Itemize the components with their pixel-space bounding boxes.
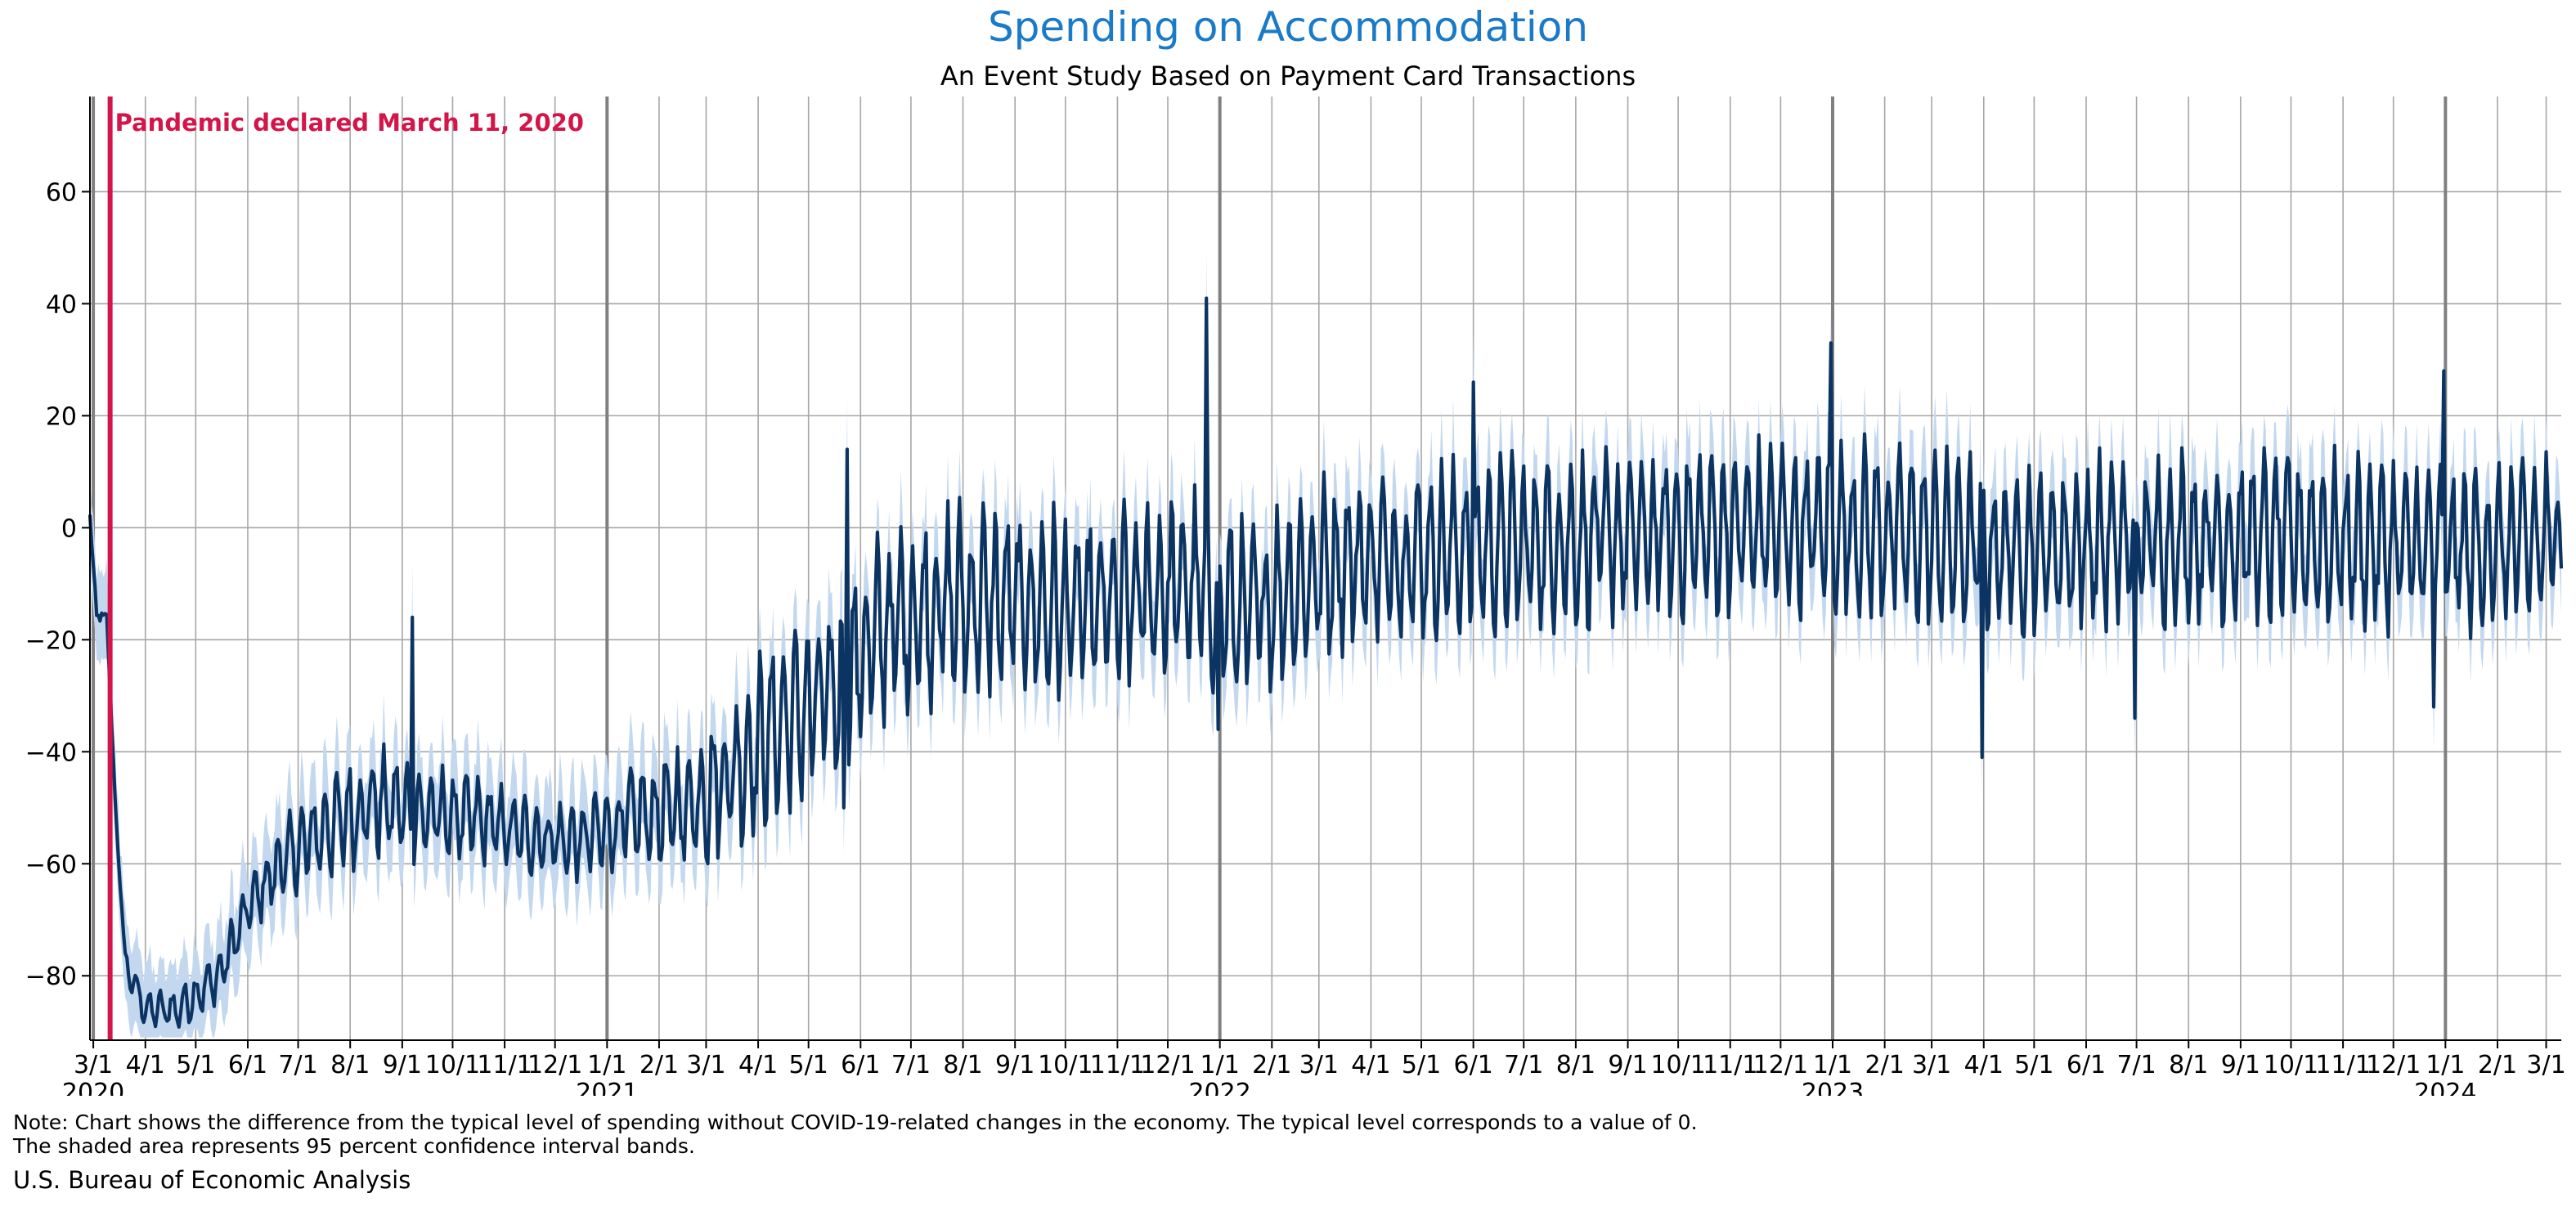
x-tick-label: 2/1 [2478, 1051, 2517, 1079]
x-tick-label: 1/1 [587, 1051, 626, 1079]
x-tick-label: 4/1 [738, 1051, 778, 1079]
y-tick-label: 0 [61, 514, 77, 543]
x-tick-label: 3/1 [1912, 1051, 1951, 1079]
x-tick-label: 1/1 [1200, 1051, 1240, 1079]
x-tick-label: 4/1 [1351, 1051, 1390, 1079]
series-line-group [88, 296, 2564, 1029]
x-tick-label: 10/1 [425, 1051, 480, 1079]
event-marker: Pandemic declared March 11, 2020 [107, 96, 584, 1040]
x-tick-label: 11/1 [477, 1051, 532, 1079]
x-tick-label: 9/1 [1608, 1051, 1647, 1079]
x-tick-label: 4/1 [126, 1051, 165, 1079]
x-tick-label: 4/1 [1964, 1051, 2004, 1079]
series-line [88, 296, 2564, 1029]
x-year-label: 2023 [1802, 1079, 1864, 1096]
y-tick-label: −60 [25, 850, 77, 879]
x-year-label: 2022 [1188, 1079, 1250, 1096]
y-tick-label: −40 [25, 738, 77, 767]
x-tick-label: 8/1 [330, 1051, 370, 1079]
x-year-label: 2021 [576, 1079, 638, 1096]
x-tick-label: 2/1 [640, 1051, 679, 1079]
x-tick-label: 11/1 [1090, 1051, 1145, 1079]
x-tick-label: 10/1 [2264, 1051, 2318, 1079]
x-tick-label: 3/1 [74, 1051, 113, 1079]
y-tick-label: 60 [46, 178, 77, 207]
x-tick-label: 3/1 [1299, 1051, 1339, 1079]
x-tick-label: 10/1 [1038, 1051, 1093, 1079]
x-tick-label: 7/1 [278, 1051, 317, 1079]
x-tick-label: 8/1 [2169, 1051, 2208, 1079]
x-tick-label: 6/1 [2067, 1051, 2106, 1079]
x-year-label: 2024 [2414, 1079, 2476, 1096]
y-tick-label: −80 [25, 962, 77, 991]
chart-subtitle: An Event Study Based on Payment Card Tra… [940, 61, 1636, 92]
x-tick-label: 2/1 [1252, 1051, 1291, 1079]
x-tick-label: 11/1 [1703, 1051, 1757, 1079]
x-year-label: 2020 [62, 1079, 124, 1096]
x-tick-label: 12/1 [527, 1051, 582, 1079]
confidence-band-group [90, 251, 2561, 1038]
x-tick-label: 5/1 [789, 1051, 828, 1079]
x-tick-label: 9/1 [995, 1051, 1034, 1079]
chart-note-line-2: The shaded area represents 95 percent co… [13, 1134, 695, 1158]
x-tick-label: 12/1 [2366, 1051, 2421, 1079]
chart-plot: Pandemic declared March 11, 2020 −80−60−… [25, 96, 2566, 1096]
x-tick-label: 2/1 [1865, 1051, 1905, 1079]
x-tick-label: 12/1 [1140, 1051, 1195, 1079]
axes [89, 96, 2561, 1041]
y-tick-label: 20 [46, 402, 77, 431]
x-tick-label: 11/1 [2315, 1051, 2370, 1079]
source-credit: U.S. Bureau of Economic Analysis [13, 1166, 411, 1194]
x-tick-label: 9/1 [383, 1051, 422, 1079]
x-tick-label: 5/1 [1402, 1051, 1441, 1079]
x-tick-label: 3/1 [686, 1051, 725, 1079]
x-tick-label: 6/1 [1454, 1051, 1493, 1079]
event-label: Pandemic declared March 11, 2020 [115, 109, 584, 137]
y-tick-labels: −80 −60 −40 −20 0 20 40 60 [25, 178, 90, 991]
x-tick-label: 10/1 [1650, 1051, 1705, 1079]
x-tick-label: 6/1 [841, 1051, 880, 1079]
x-tick-label: 6/1 [228, 1051, 267, 1079]
y-tick-label: −20 [25, 626, 77, 655]
x-tick-label: 1/1 [1813, 1051, 1852, 1079]
x-tick-label: 8/1 [1556, 1051, 1595, 1079]
x-tick-label: 5/1 [176, 1051, 215, 1079]
x-tick-label: 7/1 [1504, 1051, 1543, 1079]
y-tick-label: 40 [46, 290, 77, 319]
x-tick-label: 7/1 [891, 1051, 931, 1079]
chart-title: Spending on Accommodation [987, 3, 1589, 51]
x-tick-label: 9/1 [2221, 1051, 2260, 1079]
confidence-band [90, 251, 2561, 1038]
x-tick-label: 5/1 [2014, 1051, 2053, 1079]
chart-note-line-1: Note: Chart shows the difference from th… [13, 1111, 1698, 1134]
x-tick-label: 12/1 [1753, 1051, 1808, 1079]
x-tick-label: 7/1 [2116, 1051, 2156, 1079]
x-tick-label: 1/1 [2426, 1051, 2465, 1079]
x-tick-label: 3/1 [2526, 1051, 2565, 1079]
x-tick-label: 8/1 [943, 1051, 982, 1079]
